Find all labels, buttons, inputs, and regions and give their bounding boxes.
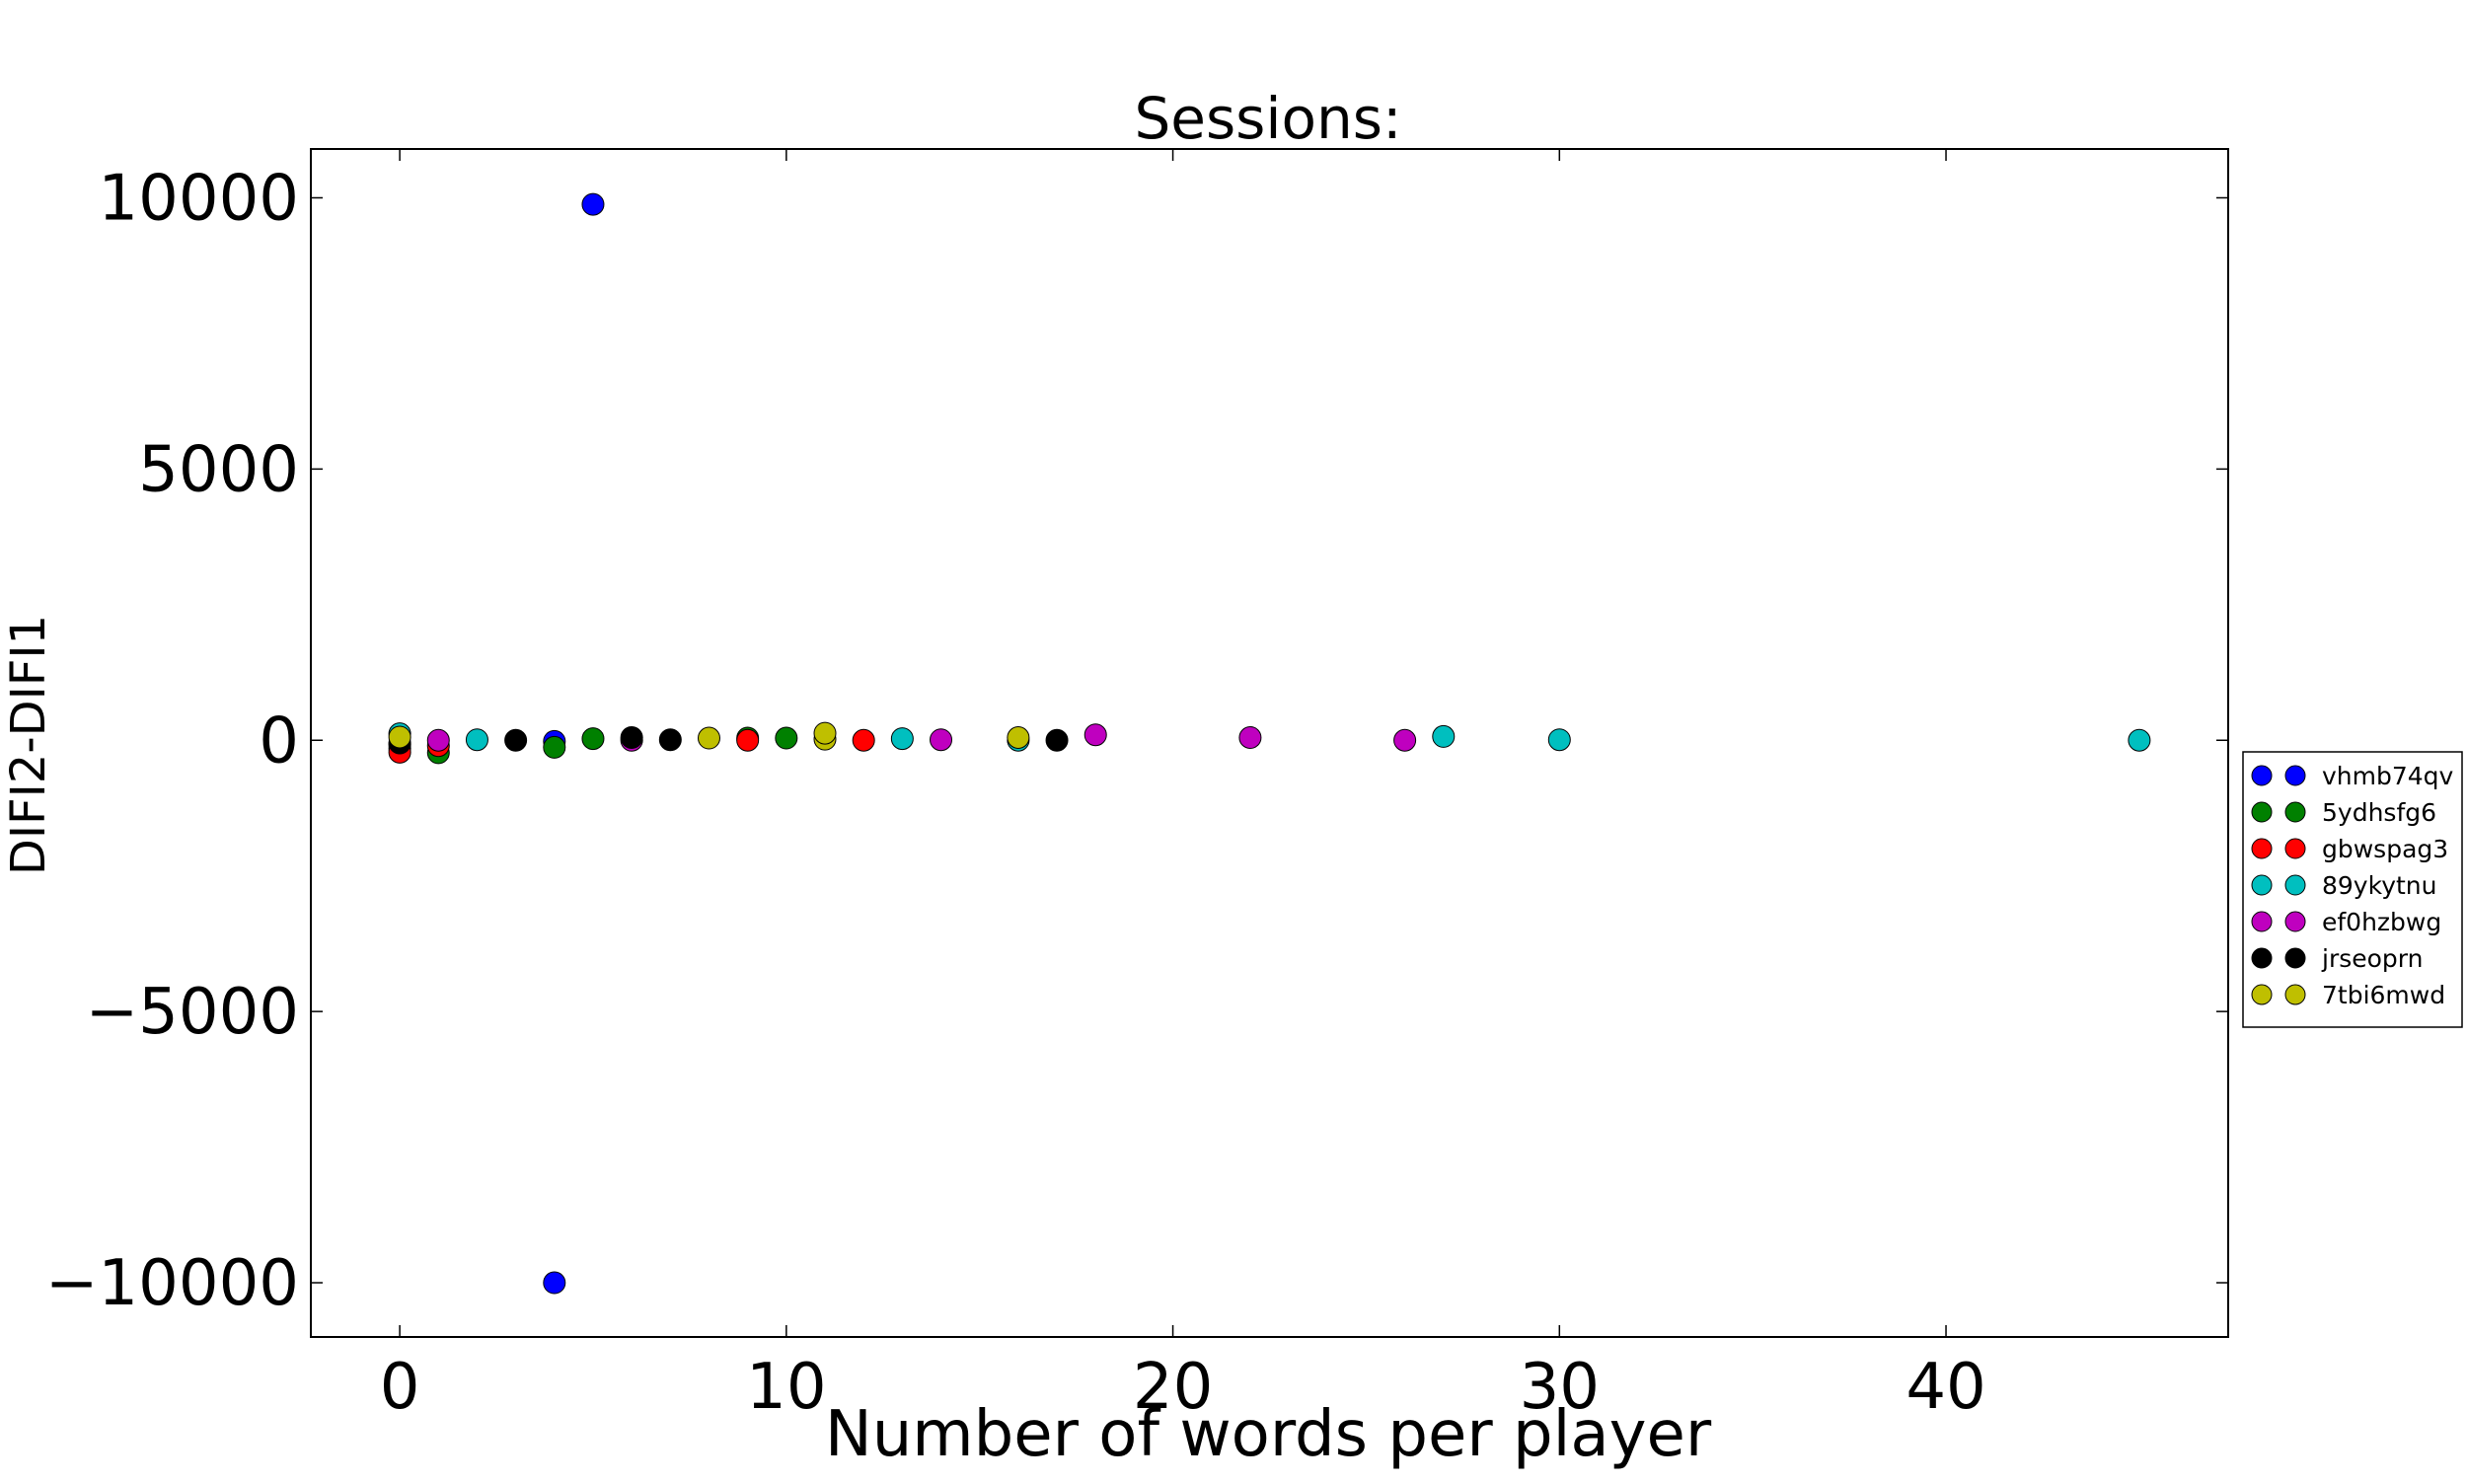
data-point-89ykytnu [2128,728,2151,752]
x-tick-label: 30 [1520,1351,1600,1424]
data-point-ef0hzbwg [930,728,953,752]
x-tick-label: 20 [1133,1351,1213,1424]
data-point-ef0hzbwg [426,728,450,752]
legend-marker-jrseoprn [2251,947,2273,969]
data-point-5ydhsfg6 [581,727,605,751]
data-point-vhmb74qv [581,192,605,216]
data-point-ef0hzbwg [1084,723,1107,747]
legend-marker-5ydhsfg6 [2284,801,2306,823]
x-tick-label: 0 [380,1351,420,1424]
data-point-jrseoprn [1045,728,1069,752]
y-tick-label: 0 [259,705,299,778]
data-point-7tbi6mwd [813,721,837,745]
legend-label-ef0hzbwg: ef0hzbwg [2322,908,2441,936]
x-tick-label: 10 [746,1351,826,1424]
data-point-7tbi6mwd [388,725,411,749]
data-point-ef0hzbwg [1393,728,1417,752]
legend-marker-7tbi6mwd [2251,984,2273,1005]
legend-marker-gbwspag3 [2251,838,2273,859]
data-point-7tbi6mwd [1007,726,1030,750]
data-point-vhmb74qv [543,1271,566,1295]
data-point-ef0hzbwg [1238,726,1262,750]
data-point-jrseoprn [658,728,682,752]
data-point-jrseoprn [620,726,643,750]
data-point-89ykytnu [465,728,488,752]
legend-marker-5ydhsfg6 [2251,801,2273,823]
data-point-gbwspag3 [736,728,760,752]
data-point-5ydhsfg6 [775,726,798,750]
legend-box [2242,751,2463,1028]
legend-label-jrseoprn: jrseoprn [2321,944,2423,973]
y-tick-label: 10000 [98,162,299,235]
x-axis-label: Number of words per player [825,1398,1712,1471]
data-point-jrseoprn [504,728,528,752]
x-tick-label: 40 [1906,1351,1985,1424]
legend-marker-ef0hzbwg [2284,911,2306,932]
legend-marker-gbwspag3 [2284,838,2306,859]
legend-marker-89ykytnu [2284,874,2306,896]
y-tick-label: −5000 [86,976,300,1049]
legend-label-gbwspag3: gbwspag3 [2322,835,2448,863]
data-point-7tbi6mwd [697,726,720,750]
y-tick-label: 5000 [138,433,299,506]
legend-marker-vhmb74qv [2251,765,2273,786]
legend-marker-89ykytnu [2251,874,2273,896]
legend-marker-ef0hzbwg [2251,911,2273,932]
legend-marker-vhmb74qv [2284,765,2306,786]
data-point-89ykytnu [890,727,914,751]
legend-label-vhmb74qv: vhmb74qv [2322,762,2454,790]
data-point-5ydhsfg6 [543,735,566,759]
plot-frame [310,148,2229,1338]
legend-label-7tbi6mwd: 7tbi6mwd [2322,981,2445,1009]
data-point-89ykytnu [1432,724,1456,748]
data-point-89ykytnu [1547,728,1571,752]
legend-label-89ykytnu: 89ykytnu [2322,871,2436,900]
data-point-gbwspag3 [852,728,875,752]
legend-marker-7tbi6mwd [2284,984,2306,1005]
y-tick-label: −10000 [45,1247,299,1320]
chart-title: Sessions: [1134,85,1401,152]
legend-marker-jrseoprn [2284,947,2306,969]
legend-label-5ydhsfg6: 5ydhsfg6 [2322,798,2436,827]
y-axis-label: DIFI2-DIFI1 [1,615,56,875]
